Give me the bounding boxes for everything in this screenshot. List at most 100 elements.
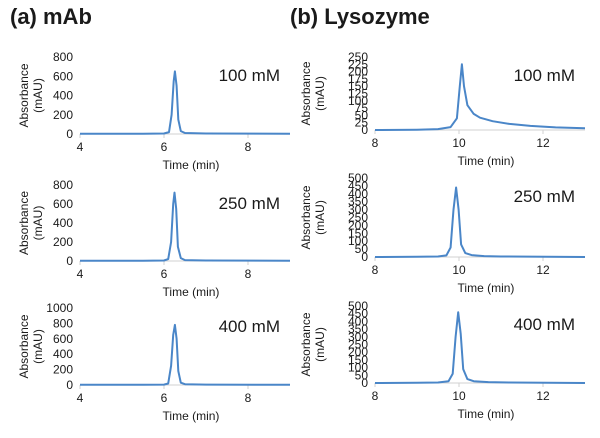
panel-title-lysozyme: (b) Lysozyme (290, 4, 430, 29)
y-tick-label: 250 (348, 211, 368, 225)
chromatogram-trace (374, 186, 586, 258)
x-axis-title: Time (min) (458, 407, 515, 421)
y-tick-label: 400 (53, 347, 73, 361)
x-tick-label: 4 (77, 140, 84, 154)
y-tick-label: 100 (348, 361, 368, 375)
x-tick-label: 6 (161, 267, 168, 281)
chromatogram-trace (79, 70, 291, 135)
y-tick-label: 50 (355, 368, 369, 382)
chromatogram-trace (79, 191, 291, 262)
subplot-1: 0 200 400 600 800 4 6 8 Time (min) Absorbance (mAU… (17, 50, 291, 172)
y-tick-label: 100 (348, 234, 368, 248)
y-tick-label: 600 (53, 197, 73, 211)
y-axis-title: Absorbance (299, 312, 313, 376)
y-axis-title: (mAU) (31, 206, 45, 241)
x-tick-label: 8 (372, 136, 379, 150)
x-tick-label: 8 (372, 263, 379, 277)
x-tick-label: 6 (161, 391, 168, 405)
x-tick-label: 4 (77, 391, 84, 405)
y-tick-label: 200 (53, 108, 73, 122)
y-tick-label: 0 (66, 254, 73, 268)
y-tick-label: 450 (348, 179, 368, 193)
x-tick-label: 8 (245, 267, 252, 281)
y-tick-label: 200 (348, 65, 368, 79)
y-tick-label: 250 (348, 50, 368, 64)
y-tick-label: 500 (348, 171, 368, 185)
y-tick-label: 75 (355, 101, 369, 115)
y-tick-label: 500 (348, 299, 368, 313)
y-tick-label: 25 (355, 116, 369, 130)
y-tick-label: 150 (348, 226, 368, 240)
x-tick-label: 6 (161, 140, 168, 154)
chromatogram-trace (80, 323, 291, 386)
x-axis-title: Time (min) (458, 281, 515, 295)
panel-title-mab: (a) mAb (10, 4, 92, 29)
y-tick-label: 250 (348, 338, 368, 352)
y-axis-title: Absorbance (299, 185, 313, 249)
y-tick-label: 600 (53, 332, 73, 346)
y-tick-label: 50 (355, 242, 369, 256)
y-axis-title: Absorbance (17, 191, 31, 255)
y-tick-label: 0 (66, 127, 73, 141)
y-tick-label: 0 (361, 250, 368, 264)
x-tick-label: 8 (245, 391, 252, 405)
y-tick-label: 200 (53, 235, 73, 249)
x-axis-title: Time (min) (163, 285, 220, 299)
subplot-2: 0 200 400 600 800 4 6 8 Time (min) Absorbance (mAU… (17, 178, 291, 299)
y-tick-label: 400 (53, 216, 73, 230)
y-tick-label: 600 (53, 69, 73, 83)
salt-concentration-label: 400 mM (219, 317, 280, 336)
y-axis-title: (mAU) (31, 78, 45, 113)
salt-concentration-label: 250 mM (219, 194, 280, 213)
salt-concentration-label: 400 mM (514, 315, 575, 334)
salt-concentration-label: 100 mM (514, 66, 575, 85)
y-tick-label: 450 (348, 307, 368, 321)
x-tick-label: 12 (536, 263, 550, 277)
y-tick-label: 800 (53, 50, 73, 64)
y-axis-title: (mAU) (313, 200, 327, 235)
y-tick-label: 225 (348, 57, 368, 71)
y-tick-label: 150 (348, 353, 368, 367)
x-tick-label: 12 (536, 136, 550, 150)
y-tick-label: 400 (53, 89, 73, 103)
chromatogram-trace (374, 311, 586, 384)
x-axis-title: Time (min) (163, 409, 220, 423)
salt-concentration-label: 250 mM (514, 187, 575, 206)
y-axis-title: Absorbance (17, 63, 31, 127)
y-tick-label: 200 (348, 345, 368, 359)
y-tick-label: 200 (348, 218, 368, 232)
x-tick-label: 8 (372, 389, 379, 403)
y-tick-label: 0 (361, 123, 368, 137)
y-axis-title: (mAU) (313, 76, 327, 111)
y-tick-label: 350 (348, 322, 368, 336)
y-tick-label: 800 (53, 178, 73, 192)
y-axis-title: (mAU) (313, 327, 327, 362)
y-tick-label: 200 (53, 363, 73, 377)
y-tick-label: 150 (348, 79, 368, 93)
x-tick-label: 10 (452, 389, 466, 403)
y-tick-label: 1000 (46, 301, 73, 315)
y-tick-label: 350 (348, 195, 368, 209)
y-tick-label: 175 (348, 72, 368, 86)
x-tick-label: 10 (452, 136, 466, 150)
y-axis-title: Absorbance (299, 61, 313, 125)
y-tick-label: 400 (348, 314, 368, 328)
y-tick-label: 0 (66, 378, 73, 392)
y-tick-label: 100 (348, 94, 368, 108)
y-tick-label: 300 (348, 330, 368, 344)
x-tick-label: 12 (536, 389, 550, 403)
y-tick-label: 0 (361, 376, 368, 390)
y-tick-label: 300 (348, 203, 368, 217)
y-axis-title: Absorbance (17, 314, 31, 378)
y-tick-label: 400 (348, 187, 368, 201)
x-tick-label: 4 (77, 267, 84, 281)
y-axis-title: (mAU) (31, 329, 45, 364)
salt-concentration-label: 100 mM (219, 66, 280, 85)
y-tick-label: 125 (348, 87, 368, 101)
x-axis-title: Time (min) (458, 154, 515, 168)
